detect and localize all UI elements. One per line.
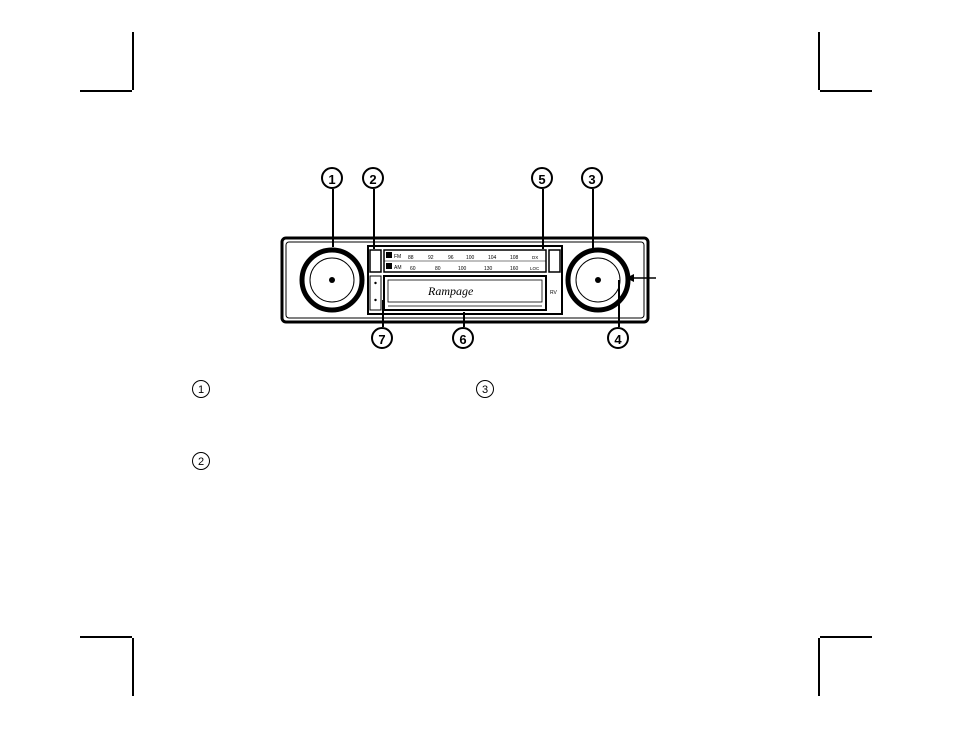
left-knob [302,250,362,310]
body-number-1: 1 [192,380,210,398]
callout-4: 4 [607,327,629,349]
svg-text:104: 104 [488,255,497,261]
body-number-3: 3 [476,380,494,398]
crop-mark-tl-h [80,90,132,92]
body-number-2: 2 [192,452,210,470]
svg-text:60: 60 [410,266,416,272]
crop-mark-tr-v [818,32,820,90]
callout-5: 5 [531,167,553,189]
callout-6: 6 [452,327,474,349]
callout-2: 2 [362,167,384,189]
crop-mark-tr-h [820,90,872,92]
svg-text:100: 100 [458,266,467,272]
document-page: FM 88 92 96 100 104 108 DX AM 60 80 100 … [0,0,954,738]
crop-mark-br-v [818,638,820,696]
crop-mark-tl-v [132,32,134,90]
callout-3: 3 [581,167,603,189]
leader-4 [618,280,620,327]
leader-7 [382,300,384,327]
leader-3 [592,189,594,249]
crop-mark-bl-h [80,636,132,638]
fm-label: FM [394,254,401,260]
arrow-right [626,272,656,284]
crop-mark-br-h [820,636,872,638]
brand-label: Rampage [427,284,474,298]
svg-text:80: 80 [435,266,441,272]
svg-text:100: 100 [466,255,475,261]
loc-label: LOC [530,266,540,271]
dx-label: DX [532,255,538,260]
svg-text:88: 88 [408,255,414,261]
svg-text:108: 108 [510,255,519,261]
svg-text:92: 92 [428,255,434,261]
leader-5 [542,189,544,249]
leader-1 [332,189,334,247]
callout-7: 7 [371,327,393,349]
svg-text:130: 130 [484,266,493,272]
leader-2 [373,189,375,249]
svg-text:96: 96 [448,255,454,261]
rv-label: RV [550,290,558,296]
am-label: AM [394,265,402,271]
callout-1: 1 [321,167,343,189]
crop-mark-bl-v [132,638,134,696]
leader-6 [463,312,465,327]
svg-text:160: 160 [510,266,519,272]
radio-illustration: FM 88 92 96 100 104 108 DX AM 60 80 100 … [280,220,650,340]
